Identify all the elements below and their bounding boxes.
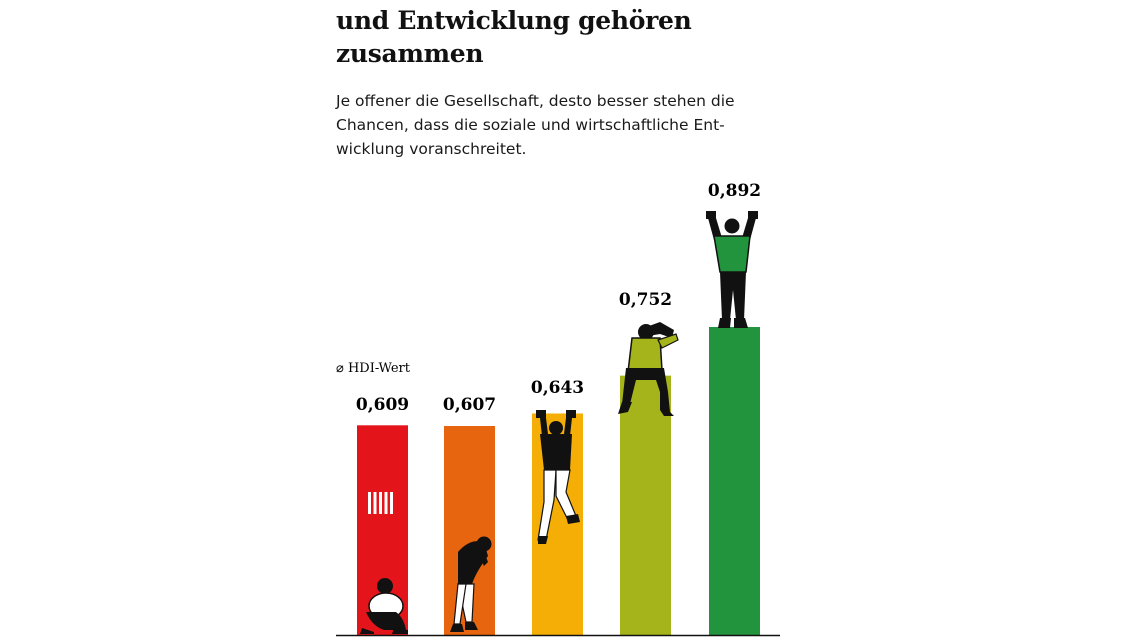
value-label-2: 0,607: [443, 395, 496, 415]
cheering-person-icon: [706, 211, 758, 328]
value-label-1: 0,609: [356, 395, 409, 415]
figures-layer: [360, 211, 758, 634]
bar-5: [709, 327, 760, 635]
chart-subtitle-line3: wicklung voranschreitet.: [336, 140, 527, 158]
bent-over-person-icon: [450, 536, 492, 632]
value-label-5: 0,892: [708, 181, 761, 201]
chart-title: und Entwicklung gehören zusammen: [336, 4, 816, 70]
value-label-4: 0,752: [619, 290, 672, 310]
chart-subtitle-line1: Je offener die Gesellschaft, desto besse…: [336, 92, 735, 110]
chart-subtitle: Je offener die Gesellschaft, desto besse…: [336, 89, 776, 161]
chart-subtitle-line2: Chancen, dass die soziale und wirtschaft…: [336, 116, 725, 134]
legend-label: ⌀ HDI-Wert: [336, 361, 411, 376]
prison-bars-icon: [368, 492, 393, 514]
climbing-person-icon: [536, 410, 580, 544]
chart-title-line1: und Entwicklung gehören: [336, 6, 692, 35]
labels-layer: 0,609 0,607 0,643 0,752 0,892: [356, 181, 761, 415]
chart-title-line2: zusammen: [336, 39, 484, 68]
bar-4: [620, 375, 671, 635]
value-label-3: 0,643: [531, 378, 584, 398]
crouching-person-icon: [360, 578, 408, 634]
sitting-person-icon: [618, 322, 679, 416]
